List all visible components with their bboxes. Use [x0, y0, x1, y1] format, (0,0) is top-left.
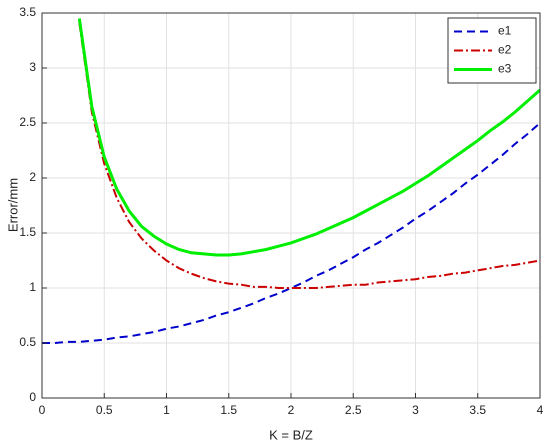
legend-label: e1: [498, 24, 512, 38]
x-tick-label: 1: [163, 403, 170, 417]
y-tick-label: 2.5: [19, 115, 36, 129]
x-tick-label: 4: [537, 403, 544, 417]
series-line: [78, 22, 540, 289]
plot-lines: [42, 18, 540, 344]
x-tick-label: 1.5: [220, 403, 237, 417]
series-line: [42, 122, 540, 344]
ticks: 0 0.5 1 1.5 2 2.5 3 3.5 4 0 0.5 1 1.5 2 2.5 3 3.5: [19, 5, 543, 417]
x-axis-label: K = B/Z: [269, 427, 313, 442]
x-tick-label: 0: [39, 403, 46, 417]
y-tick-label: 2: [29, 170, 36, 184]
legend: e1 e2 e3: [447, 17, 537, 84]
x-tick-label: 3: [412, 403, 419, 417]
x-tick-label: 2: [288, 403, 295, 417]
y-tick-label: 0: [29, 390, 36, 404]
y-tick-label: 1.5: [19, 225, 36, 239]
x-tick-label: 3.5: [469, 403, 486, 417]
legend-label: e3: [498, 62, 512, 76]
x-tick-label: 2.5: [345, 403, 362, 417]
series-line: [77, 18, 540, 257]
y-tick-label: 3.5: [19, 5, 36, 19]
x-tick-label: 0.5: [96, 403, 113, 417]
y-tick-label: 1: [29, 280, 36, 294]
y-tick-label: 0.5: [19, 335, 36, 349]
y-tick-label: 3: [29, 60, 36, 74]
legend-label: e2: [498, 43, 512, 57]
y-axis-label: Error/mm: [5, 178, 20, 232]
